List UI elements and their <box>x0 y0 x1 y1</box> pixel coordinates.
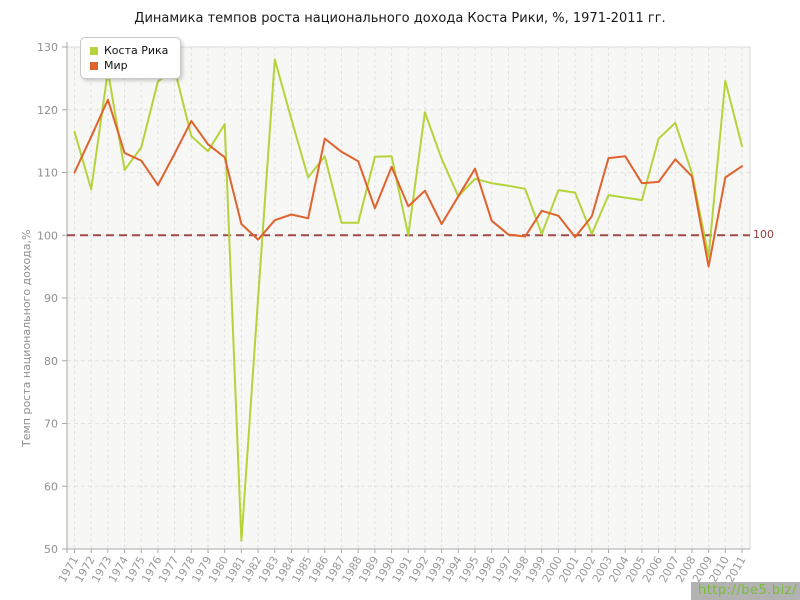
y-tick-label-90: 90 <box>44 292 58 305</box>
legend-item-mir[interactable]: Мир <box>90 58 168 73</box>
watermark-link[interactable]: http://be5.biz/ <box>690 582 800 600</box>
series-line-costa-rica <box>73 58 743 542</box>
series-line-mir <box>73 98 743 268</box>
legend-item-costa-rica[interactable]: Коста Рика <box>90 43 168 58</box>
y-tick-label-80: 80 <box>44 355 58 368</box>
mir-swatch-icon <box>90 61 98 70</box>
y-tick-label-120: 120 <box>37 104 58 117</box>
y-tick-label-100: 100 <box>37 229 58 242</box>
y-tick-label-110: 110 <box>37 167 58 180</box>
y-axis-title: Темп роста национального дохода,% <box>20 229 33 447</box>
y-tick-label-50: 50 <box>44 543 58 556</box>
reference-line-label: 100 <box>753 228 774 242</box>
legend-label-mir: Мир <box>104 59 128 72</box>
chart-title: Динамика темпов роста национального дохо… <box>134 11 666 26</box>
costa-rica-swatch-icon <box>90 46 98 55</box>
y-tick-label-70: 70 <box>44 418 58 431</box>
legend-label-costa-rica: Коста Рика <box>104 44 169 57</box>
legend: Коста Рика Мир <box>80 37 182 79</box>
y-tick-label-60: 60 <box>44 480 58 493</box>
y-tick-label-130: 130 <box>37 41 58 54</box>
